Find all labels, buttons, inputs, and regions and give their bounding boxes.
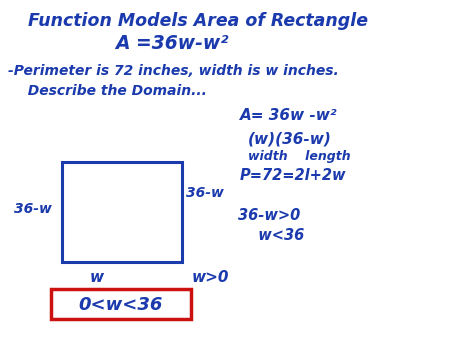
Text: Describe the Domain...: Describe the Domain... — [18, 84, 207, 98]
Text: 0<w<36: 0<w<36 — [79, 296, 163, 314]
Text: Function Models Area of Rectangle: Function Models Area of Rectangle — [28, 12, 368, 30]
Text: 36-w: 36-w — [14, 202, 52, 216]
Text: P=72=2l+2w: P=72=2l+2w — [240, 168, 346, 183]
Text: w>0: w>0 — [192, 270, 229, 285]
Text: width    length: width length — [248, 150, 351, 163]
Bar — [62, 162, 182, 262]
Text: w<36: w<36 — [248, 228, 304, 243]
Text: w: w — [90, 270, 104, 285]
Text: (w)(36-w): (w)(36-w) — [248, 132, 332, 147]
Text: 36-w: 36-w — [186, 186, 224, 200]
Text: 36-w>0: 36-w>0 — [238, 208, 300, 223]
Text: A= 36w -w²: A= 36w -w² — [240, 108, 337, 123]
Text: -Perimeter is 72 inches, width is w inches.: -Perimeter is 72 inches, width is w inch… — [8, 64, 339, 78]
Text: A =36w-w²: A =36w-w² — [115, 34, 228, 53]
